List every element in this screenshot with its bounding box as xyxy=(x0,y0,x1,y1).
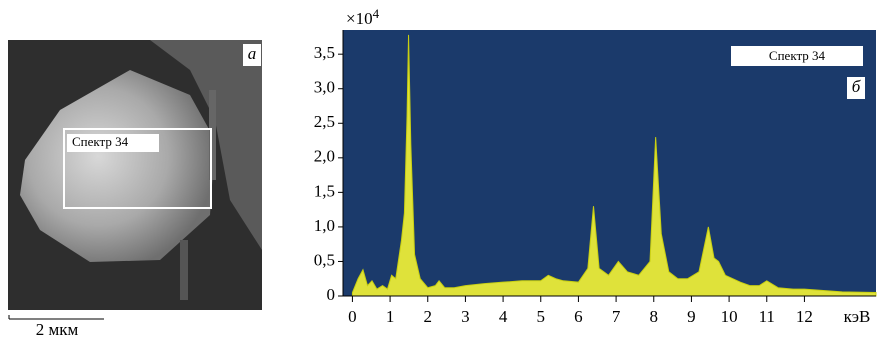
particle xyxy=(20,70,215,262)
panel-label: а xyxy=(248,44,257,63)
scale-label: 2 мкм xyxy=(36,320,79,339)
image-region xyxy=(180,240,188,300)
sem-image: Спектр 34 а 2 мкм xyxy=(8,40,262,339)
y-multiplier-exponent: 4 xyxy=(373,6,380,21)
y-tick-label: 0 xyxy=(327,285,336,304)
x-tick-label: 12 xyxy=(796,307,813,326)
selection-box xyxy=(63,128,212,209)
label-box xyxy=(67,134,159,152)
x-tick-label: 11 xyxy=(759,307,775,326)
y-tick-label: 2,0 xyxy=(314,147,335,166)
x-tick-label: 5 xyxy=(537,307,546,326)
image-region xyxy=(209,90,216,180)
x-tick-label: 1 xyxy=(386,307,395,326)
panel-label: б xyxy=(852,77,861,96)
y-tick-label: 0,5 xyxy=(314,250,335,269)
spectrum xyxy=(351,34,877,297)
y-tick-label: 3,0 xyxy=(314,78,335,97)
x-tick-label: 3 xyxy=(461,307,470,326)
y-tick-label: 1,0 xyxy=(314,216,335,235)
x-unit: кэВ xyxy=(844,307,871,326)
x-tick-label: 6 xyxy=(574,307,583,326)
label-box xyxy=(243,44,261,66)
x-tick-label: 2 xyxy=(424,307,433,326)
x-tick-label: 8 xyxy=(650,307,659,326)
x-tick-label: 4 xyxy=(499,307,508,326)
region-label: Спектр 34 xyxy=(72,134,129,149)
y-tick-label: 3,5 xyxy=(314,43,335,62)
x-tick-label: 0 xyxy=(348,307,357,326)
legend-box xyxy=(731,46,863,66)
image-region xyxy=(150,40,262,250)
y-tick-label: 1,5 xyxy=(314,181,335,200)
y-multiplier: ×104 xyxy=(346,6,380,28)
spectrum-chart: 00,51,01,52,02,53,03,50 1 2 3 4 5 6 7 8 9 10 11 12 кэ… xyxy=(314,6,877,326)
x-tick-label: 7 xyxy=(612,307,621,326)
y-multiplier-base: ×10 xyxy=(346,9,373,28)
y-tick-label: 2,5 xyxy=(314,112,335,131)
plot-background xyxy=(343,30,876,296)
label-box xyxy=(847,77,865,99)
x-tick-label: 10 xyxy=(721,307,738,326)
legend-label: Спектр 34 xyxy=(769,48,826,63)
x-tick-label: 9 xyxy=(687,307,696,326)
